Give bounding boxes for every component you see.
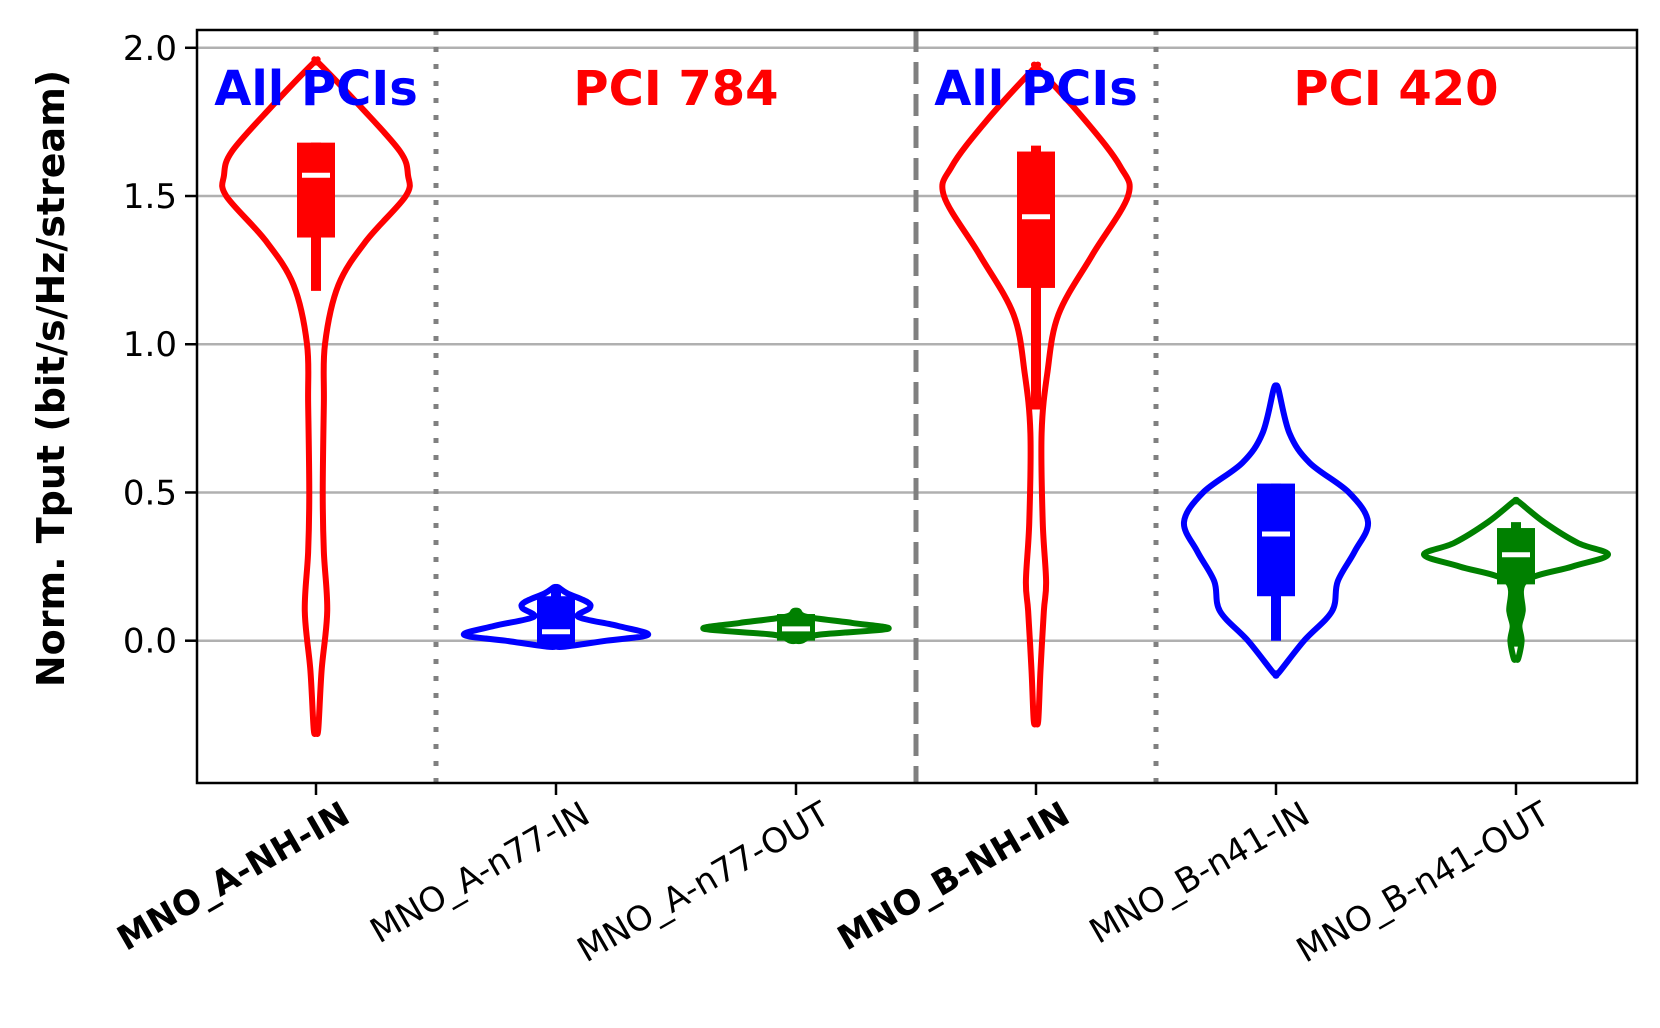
y-tick-label: 1.0 [123,325,177,365]
y-axis-label: Norm. Tput (bit/s/Hz/stream) [29,70,73,687]
violins [219,56,1611,737]
annotation-label: PCI 420 [1293,61,1498,117]
y-tick-label: 1.5 [123,177,177,217]
annotations: All PCIs PCI 784 All PCIs PCI 420 [214,61,1498,117]
y-tick-label: 0.0 [123,622,177,662]
y-tick-label: 2.0 [123,29,177,69]
x-tick-label: MNO_B-n41-OUT [1290,794,1557,971]
violin-MNO_A-n77-OUT [700,607,892,645]
y-axis: 0.0 0.5 1.0 1.5 2.0 [123,29,197,662]
iqr-box [1257,483,1295,597]
plot-frame [195,28,1639,785]
group-separators [433,30,1159,783]
annotation-label: PCI 784 [573,61,778,117]
x-tick-label: MNO_B-NH-IN [831,794,1076,959]
violin-MNO_A-n77-IN [460,583,652,651]
violin-MNO_A-NH-IN [219,56,413,737]
violin-MNO_B-n41-OUT [1421,496,1611,663]
iqr-box [1017,151,1055,288]
iqr-box [537,596,575,647]
x-tick-label: MNO_B-n41-IN [1083,794,1317,952]
annotation-label: All PCIs [214,61,418,117]
annotation-label: All PCIs [934,61,1138,117]
violin-MNO_B-NH-IN [939,61,1133,728]
violin-outline [939,61,1133,728]
violin-outline [1180,382,1372,679]
violin-outline [219,56,413,737]
violin-outline [1421,496,1611,663]
x-tick-label: MNO_A-n77-IN [364,794,597,952]
y-tick-label: 0.5 [123,473,177,513]
violin-outline [460,583,652,651]
x-axis: MNO_A-NH-IN MNO_A-n77-INMNO_A-n77-OUTMNO_… [111,783,1557,971]
x-tick-label: MNO_A-NH-IN [111,794,357,959]
x-tick-label: MNO_A-n77-OUT [571,794,837,971]
violin-outline [700,607,892,645]
violin-MNO_B-n41-IN [1180,382,1372,679]
iqr-box [297,142,335,238]
